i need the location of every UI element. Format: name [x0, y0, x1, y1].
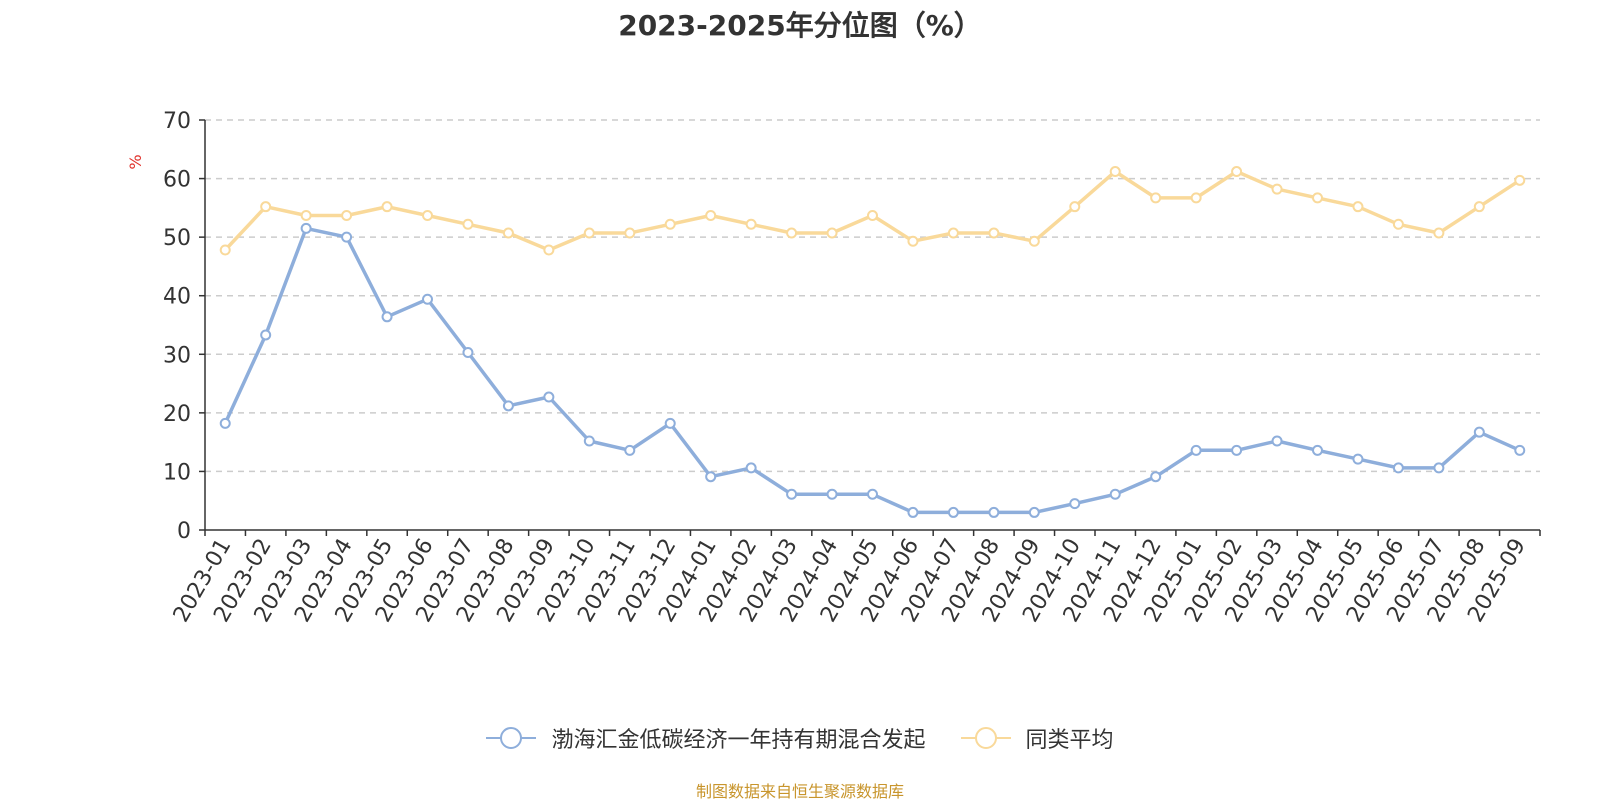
data-point-1[interactable]	[624, 227, 636, 239]
data-point-1[interactable]	[462, 218, 474, 230]
data-point-0[interactable]	[381, 311, 393, 323]
data-point-0[interactable]	[624, 444, 636, 456]
data-point-1[interactable]	[381, 201, 393, 213]
data-point-0[interactable]	[300, 222, 312, 234]
data-point-0[interactable]	[1069, 498, 1081, 510]
data-point-0[interactable]	[502, 400, 514, 412]
data-point-0[interactable]	[705, 471, 717, 483]
data-point-1[interactable]	[1069, 201, 1081, 213]
series-layer	[219, 166, 1526, 518]
data-point-0[interactable]	[1473, 426, 1485, 438]
data-point-0[interactable]	[260, 329, 272, 341]
y-tick-label: 0	[177, 519, 191, 544]
data-point-0[interactable]	[543, 391, 555, 403]
data-point-0[interactable]	[988, 506, 1000, 518]
data-point-0[interactable]	[947, 506, 959, 518]
source-note: 制图数据来自恒生聚源数据库	[695, 782, 904, 801]
data-point-1[interactable]	[1392, 218, 1404, 230]
data-point-1[interactable]	[786, 227, 798, 239]
data-point-0[interactable]	[1109, 488, 1121, 500]
y-tick-label: 60	[163, 168, 191, 193]
data-point-1[interactable]	[219, 244, 231, 256]
data-point-1[interactable]	[867, 209, 878, 221]
data-point-1[interactable]	[300, 209, 312, 221]
data-point-0[interactable]	[219, 417, 231, 429]
data-point-1[interactable]	[1514, 174, 1526, 186]
data-point-1[interactable]	[664, 218, 676, 230]
y-tick-label: 30	[163, 343, 191, 368]
y-tick-label: 50	[163, 226, 191, 251]
data-point-0[interactable]	[583, 435, 595, 447]
data-point-0[interactable]	[1433, 462, 1445, 474]
y-tick-label: 10	[163, 460, 191, 485]
legend-item-fund[interactable]: 渤海汇金低碳经济一年持有期混合发起	[486, 722, 926, 754]
data-point-0[interactable]	[1514, 444, 1526, 456]
data-point-0[interactable]	[1190, 444, 1202, 456]
data-point-0[interactable]	[1352, 453, 1364, 465]
data-point-0[interactable]	[664, 417, 676, 429]
data-point-1[interactable]	[1271, 183, 1283, 195]
y-tick-label: 70	[163, 109, 191, 134]
chart-title: 2023-2025年分位图（%）	[618, 9, 982, 42]
legend-fund-label: 渤海汇金低碳经济一年持有期混合发起	[551, 728, 926, 753]
data-point-0[interactable]	[907, 506, 919, 518]
data-point-1[interactable]	[1109, 166, 1121, 178]
legend-average-icon	[960, 727, 1011, 749]
series-line-0	[223, 226, 1522, 515]
y-axis-label: %	[126, 154, 145, 169]
data-point-0[interactable]	[1312, 444, 1323, 456]
data-point-1[interactable]	[826, 227, 838, 239]
data-point-1[interactable]	[1190, 192, 1202, 204]
data-point-0[interactable]	[1150, 471, 1162, 483]
data-point-1[interactable]	[1150, 192, 1162, 204]
y-tick-label: 20	[163, 402, 191, 427]
data-point-1[interactable]	[1473, 201, 1485, 213]
data-point-1[interactable]	[705, 209, 717, 221]
data-point-0[interactable]	[786, 488, 798, 500]
grid-lines	[205, 119, 1540, 473]
data-point-1[interactable]	[422, 209, 433, 221]
data-point-0[interactable]	[462, 347, 474, 359]
data-point-0[interactable]	[422, 293, 433, 305]
data-point-1[interactable]	[502, 227, 514, 239]
data-point-1[interactable]	[907, 235, 919, 247]
data-point-0[interactable]	[867, 488, 878, 500]
legend-item-average[interactable]: 同类平均	[960, 722, 1114, 754]
data-point-1[interactable]	[947, 227, 959, 239]
axes: 0102030405060702023-012023-022023-032023…	[163, 109, 1541, 627]
data-point-1[interactable]	[1433, 227, 1445, 239]
legend-fund-icon	[486, 727, 537, 749]
data-point-0[interactable]	[745, 462, 757, 474]
data-point-1[interactable]	[988, 227, 1000, 239]
data-point-1[interactable]	[583, 227, 595, 239]
data-point-0[interactable]	[1271, 435, 1283, 447]
legend-average-label: 同类平均	[1025, 728, 1114, 753]
data-point-1[interactable]	[260, 201, 272, 213]
data-point-1[interactable]	[745, 218, 757, 230]
y-tick-label: 40	[163, 285, 191, 310]
data-point-1[interactable]	[341, 209, 353, 221]
legend: 渤海汇金低碳经济一年持有期混合发起 同类平均	[0, 722, 1600, 754]
data-point-1[interactable]	[1231, 166, 1243, 178]
data-point-1[interactable]	[1312, 192, 1323, 204]
data-point-0[interactable]	[1231, 444, 1243, 456]
data-point-0[interactable]	[341, 231, 353, 243]
data-point-1[interactable]	[1352, 201, 1364, 213]
data-point-0[interactable]	[1028, 506, 1040, 518]
data-point-0[interactable]	[826, 488, 838, 500]
data-point-0[interactable]	[1392, 462, 1404, 474]
data-point-1[interactable]	[1028, 235, 1040, 247]
data-point-1[interactable]	[543, 244, 555, 256]
